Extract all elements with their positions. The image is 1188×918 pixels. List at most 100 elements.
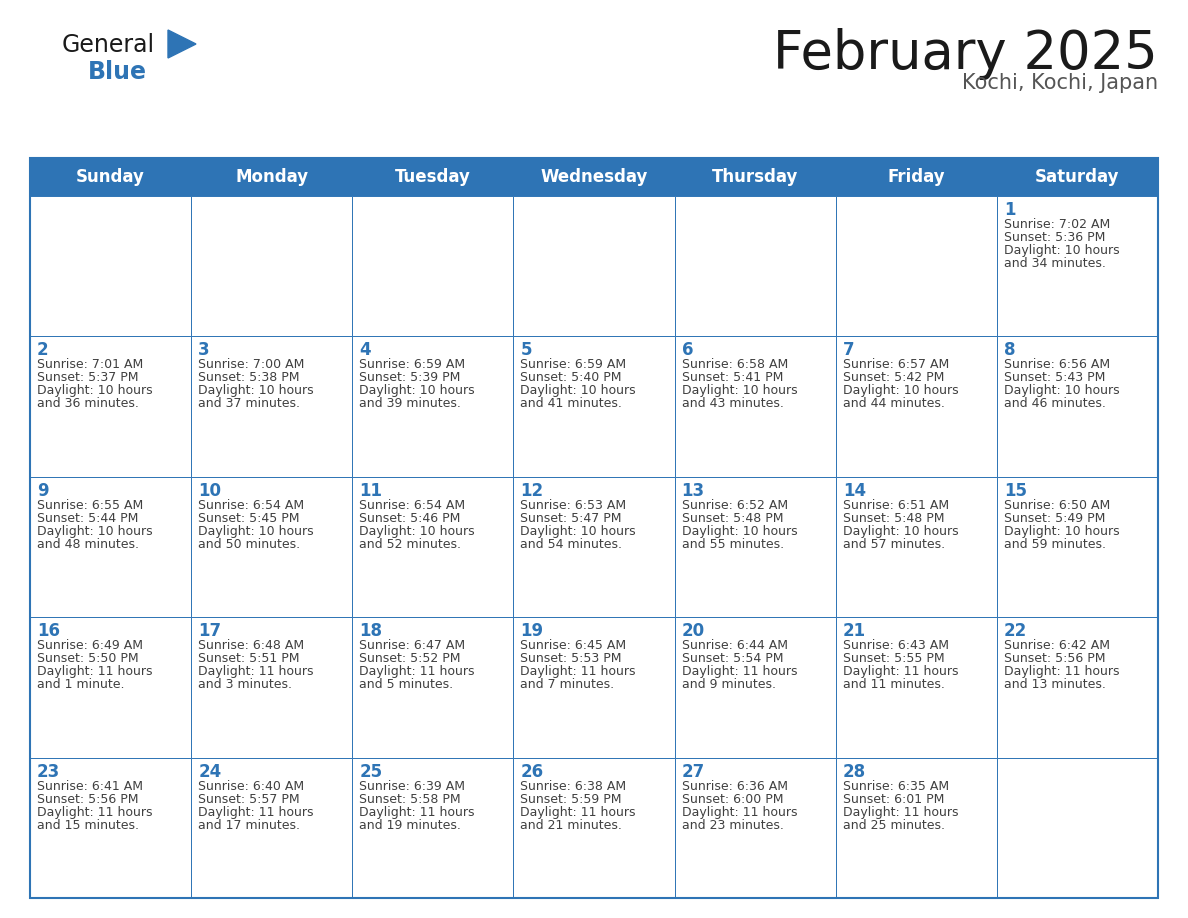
- Text: Sunrise: 6:51 AM: Sunrise: 6:51 AM: [842, 498, 949, 512]
- Text: and 34 minutes.: and 34 minutes.: [1004, 257, 1106, 270]
- Text: Sunrise: 6:54 AM: Sunrise: 6:54 AM: [359, 498, 466, 512]
- Text: Sunrise: 6:41 AM: Sunrise: 6:41 AM: [37, 779, 143, 792]
- Text: Sunset: 5:45 PM: Sunset: 5:45 PM: [198, 512, 299, 525]
- Text: Sunset: 5:36 PM: Sunset: 5:36 PM: [1004, 231, 1105, 244]
- Text: 28: 28: [842, 763, 866, 780]
- Text: Sunset: 5:40 PM: Sunset: 5:40 PM: [520, 372, 623, 385]
- Text: 17: 17: [198, 622, 221, 640]
- Text: 23: 23: [37, 763, 61, 780]
- Text: 26: 26: [520, 763, 544, 780]
- Text: 13: 13: [682, 482, 704, 499]
- Text: and 23 minutes.: and 23 minutes.: [682, 819, 783, 832]
- Text: and 52 minutes.: and 52 minutes.: [359, 538, 461, 551]
- Text: and 48 minutes.: and 48 minutes.: [37, 538, 139, 551]
- Bar: [997, 476, 1158, 617]
- Text: Daylight: 11 hours: Daylight: 11 hours: [842, 806, 959, 819]
- Text: Sunrise: 6:40 AM: Sunrise: 6:40 AM: [198, 779, 304, 792]
- Text: Sunrise: 6:54 AM: Sunrise: 6:54 AM: [198, 498, 304, 512]
- Text: Sunset: 5:59 PM: Sunset: 5:59 PM: [520, 792, 623, 806]
- Text: and 43 minutes.: and 43 minutes.: [682, 397, 783, 410]
- Bar: [30, 158, 1158, 898]
- Text: and 3 minutes.: and 3 minutes.: [198, 678, 292, 691]
- Text: Sunset: 5:37 PM: Sunset: 5:37 PM: [37, 372, 139, 385]
- Bar: [997, 617, 1158, 757]
- Text: Daylight: 10 hours: Daylight: 10 hours: [682, 525, 797, 538]
- Text: Sunrise: 6:39 AM: Sunrise: 6:39 AM: [359, 779, 466, 792]
- Bar: [191, 196, 353, 336]
- Bar: [997, 196, 1158, 336]
- Text: Kochi, Kochi, Japan: Kochi, Kochi, Japan: [962, 73, 1158, 93]
- Text: Sunset: 5:38 PM: Sunset: 5:38 PM: [198, 372, 299, 385]
- Text: Sunset: 5:42 PM: Sunset: 5:42 PM: [842, 372, 944, 385]
- Text: 14: 14: [842, 482, 866, 499]
- Bar: [675, 757, 835, 898]
- Text: Daylight: 10 hours: Daylight: 10 hours: [37, 525, 152, 538]
- Bar: [191, 617, 353, 757]
- Bar: [835, 196, 997, 336]
- Text: and 46 minutes.: and 46 minutes.: [1004, 397, 1106, 410]
- Text: Sunset: 5:46 PM: Sunset: 5:46 PM: [359, 512, 461, 525]
- Bar: [513, 757, 675, 898]
- Text: Sunset: 5:57 PM: Sunset: 5:57 PM: [198, 792, 299, 806]
- Text: 22: 22: [1004, 622, 1028, 640]
- Text: and 25 minutes.: and 25 minutes.: [842, 819, 944, 832]
- Text: Daylight: 11 hours: Daylight: 11 hours: [1004, 666, 1119, 678]
- Text: Sunrise: 7:00 AM: Sunrise: 7:00 AM: [198, 358, 304, 372]
- Text: Sunrise: 7:01 AM: Sunrise: 7:01 AM: [37, 358, 144, 372]
- Text: Sunrise: 6:42 AM: Sunrise: 6:42 AM: [1004, 639, 1110, 652]
- Bar: [997, 336, 1158, 476]
- Text: Daylight: 10 hours: Daylight: 10 hours: [842, 385, 959, 397]
- Text: Sunset: 5:53 PM: Sunset: 5:53 PM: [520, 652, 623, 666]
- Text: and 50 minutes.: and 50 minutes.: [198, 538, 301, 551]
- Bar: [30, 476, 191, 617]
- Text: 7: 7: [842, 341, 854, 360]
- Text: Sunset: 5:43 PM: Sunset: 5:43 PM: [1004, 372, 1105, 385]
- Text: and 54 minutes.: and 54 minutes.: [520, 538, 623, 551]
- Text: Sunset: 5:52 PM: Sunset: 5:52 PM: [359, 652, 461, 666]
- Text: Daylight: 11 hours: Daylight: 11 hours: [37, 666, 152, 678]
- Text: Daylight: 11 hours: Daylight: 11 hours: [359, 806, 475, 819]
- Text: Daylight: 10 hours: Daylight: 10 hours: [520, 385, 636, 397]
- Text: Daylight: 10 hours: Daylight: 10 hours: [37, 385, 152, 397]
- Text: Sunrise: 6:59 AM: Sunrise: 6:59 AM: [359, 358, 466, 372]
- Text: Wednesday: Wednesday: [541, 168, 647, 186]
- Text: Thursday: Thursday: [712, 168, 798, 186]
- Text: and 55 minutes.: and 55 minutes.: [682, 538, 784, 551]
- Text: Daylight: 11 hours: Daylight: 11 hours: [682, 666, 797, 678]
- Bar: [191, 476, 353, 617]
- Bar: [513, 476, 675, 617]
- Text: Friday: Friday: [887, 168, 946, 186]
- Text: Sunset: 5:41 PM: Sunset: 5:41 PM: [682, 372, 783, 385]
- Bar: [353, 617, 513, 757]
- Text: Sunrise: 6:57 AM: Sunrise: 6:57 AM: [842, 358, 949, 372]
- Bar: [30, 196, 191, 336]
- Text: Sunrise: 6:47 AM: Sunrise: 6:47 AM: [359, 639, 466, 652]
- Text: and 41 minutes.: and 41 minutes.: [520, 397, 623, 410]
- Text: Daylight: 11 hours: Daylight: 11 hours: [682, 806, 797, 819]
- Text: Sunset: 5:47 PM: Sunset: 5:47 PM: [520, 512, 623, 525]
- Text: Tuesday: Tuesday: [394, 168, 470, 186]
- Text: and 5 minutes.: and 5 minutes.: [359, 678, 454, 691]
- Text: Saturday: Saturday: [1035, 168, 1119, 186]
- Text: Daylight: 10 hours: Daylight: 10 hours: [198, 525, 314, 538]
- Text: 2: 2: [37, 341, 49, 360]
- Text: Sunrise: 6:44 AM: Sunrise: 6:44 AM: [682, 639, 788, 652]
- Polygon shape: [168, 30, 196, 58]
- Text: Sunset: 5:49 PM: Sunset: 5:49 PM: [1004, 512, 1105, 525]
- Text: General: General: [62, 33, 156, 57]
- Text: and 1 minute.: and 1 minute.: [37, 678, 125, 691]
- Bar: [835, 617, 997, 757]
- Text: Sunset: 5:56 PM: Sunset: 5:56 PM: [37, 792, 139, 806]
- Text: Sunset: 5:50 PM: Sunset: 5:50 PM: [37, 652, 139, 666]
- Text: Sunset: 6:01 PM: Sunset: 6:01 PM: [842, 792, 944, 806]
- Text: Sunrise: 6:53 AM: Sunrise: 6:53 AM: [520, 498, 626, 512]
- Text: and 9 minutes.: and 9 minutes.: [682, 678, 776, 691]
- Text: and 37 minutes.: and 37 minutes.: [198, 397, 301, 410]
- Bar: [835, 336, 997, 476]
- Bar: [675, 196, 835, 336]
- Text: Sunrise: 6:38 AM: Sunrise: 6:38 AM: [520, 779, 626, 792]
- Text: Sunrise: 7:02 AM: Sunrise: 7:02 AM: [1004, 218, 1110, 231]
- Text: Sunrise: 6:35 AM: Sunrise: 6:35 AM: [842, 779, 949, 792]
- Text: and 39 minutes.: and 39 minutes.: [359, 397, 461, 410]
- Text: 11: 11: [359, 482, 383, 499]
